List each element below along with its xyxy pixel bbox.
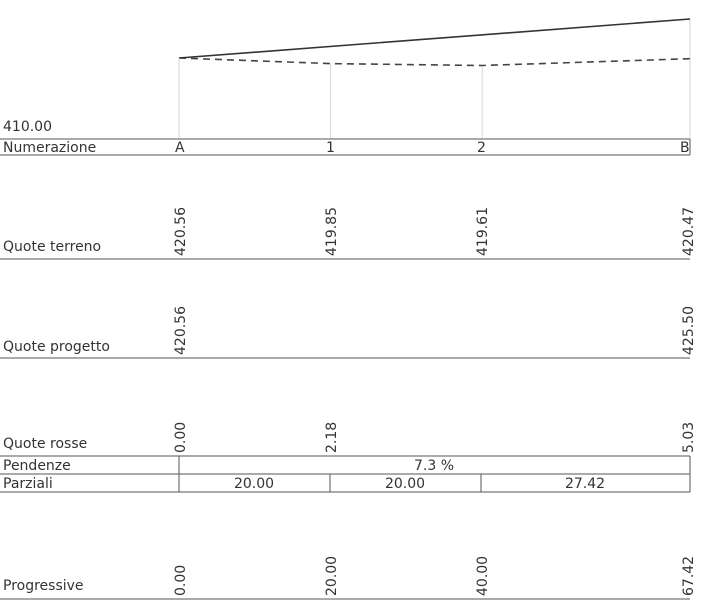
- numerazione-A: A: [175, 140, 185, 156]
- station-guides: [178, 19, 691, 139]
- quota-terreno-1: 419.85: [324, 207, 340, 256]
- quota-terreno-2: 419.61: [475, 207, 491, 256]
- progressiva-B: 67.42: [681, 556, 697, 596]
- numerazione-B: B: [680, 140, 690, 156]
- quota-progetto-B: 425.50: [681, 306, 697, 355]
- numerazione-2: 2: [477, 140, 486, 156]
- quota-rossa-A: 0.00: [173, 422, 189, 453]
- quota-terreno-A: 420.56: [173, 207, 189, 256]
- datum-label: 410.00: [3, 119, 52, 135]
- parziale-1-2: 20.00: [385, 476, 425, 492]
- row-label-parziali: Parziali: [3, 476, 53, 492]
- ground-profile-line: [178, 57, 691, 67]
- progressiva-A: 0.00: [173, 565, 189, 596]
- row-label-quote-rosse: Quote rosse: [3, 436, 87, 452]
- parziale-2-B: 27.42: [565, 476, 605, 492]
- quota-rossa-1: 2.18: [324, 422, 340, 453]
- pendenza-value: 7.3 %: [414, 458, 454, 474]
- row-label-quote-progetto: Quote progetto: [3, 339, 110, 355]
- quota-rossa-B: 5.03: [681, 422, 697, 453]
- row-label-pendenze: Pendenze: [3, 458, 71, 474]
- progressiva-1: 20.00: [324, 556, 340, 596]
- row-label-quote-terreno: Quote terreno: [3, 239, 101, 255]
- quota-terreno-B: 420.47: [681, 207, 697, 256]
- row-label-numerazione: Numerazione: [3, 140, 96, 156]
- numerazione-1: 1: [326, 140, 335, 156]
- quota-progetto-A: 420.56: [173, 306, 189, 355]
- row-label-progressive: Progressive: [3, 578, 84, 594]
- progressiva-2: 40.00: [475, 556, 491, 596]
- design-profile-line: [178, 18, 691, 59]
- parziale-A-1: 20.00: [234, 476, 274, 492]
